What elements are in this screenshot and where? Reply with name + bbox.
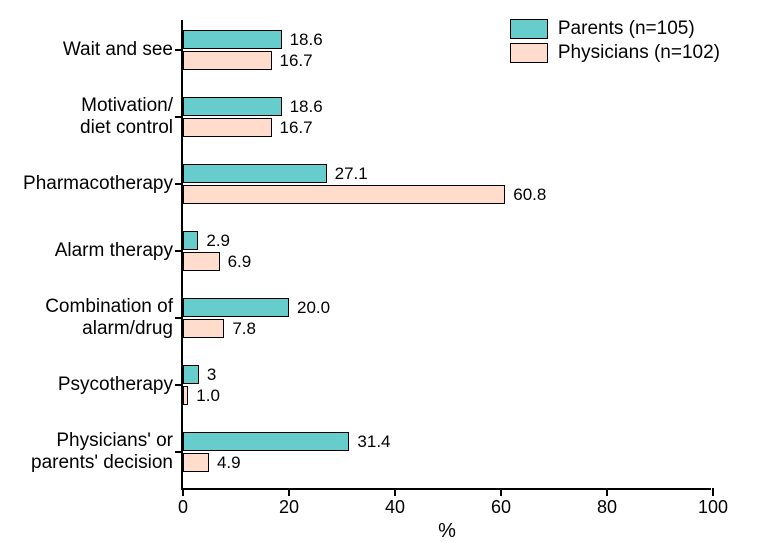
bar-physicians xyxy=(183,51,272,70)
y-tick xyxy=(175,451,183,453)
bar-parents xyxy=(183,298,289,317)
bar-value-label: 27.1 xyxy=(335,164,368,184)
y-tick xyxy=(175,317,183,319)
y-tick xyxy=(175,49,183,51)
category-label: Motivation/diet control xyxy=(3,95,183,139)
bar-physicians xyxy=(183,118,272,137)
bar-parents xyxy=(183,365,199,384)
legend-swatch-physicians xyxy=(510,43,548,63)
legend: Parents (n=105) Physicians (n=102) xyxy=(510,18,720,66)
legend-item-parents: Parents (n=105) xyxy=(510,18,720,40)
bar-value-label: 18.6 xyxy=(290,30,323,50)
bar-value-label: 16.7 xyxy=(280,118,313,138)
bar-value-label: 7.8 xyxy=(232,319,256,339)
x-tick-label: 80 xyxy=(597,497,617,518)
bar-parents xyxy=(183,97,282,116)
x-tick xyxy=(606,488,608,496)
category-label: Alarm therapy xyxy=(3,240,183,262)
bar-physicians xyxy=(183,185,505,204)
y-tick xyxy=(175,116,183,118)
bar-value-label: 18.6 xyxy=(290,97,323,117)
bar-parents xyxy=(183,30,282,49)
bar-physicians xyxy=(183,386,188,405)
x-tick-label: 0 xyxy=(178,497,188,518)
bar-value-label: 3 xyxy=(207,365,216,385)
legend-swatch-parents xyxy=(510,19,548,39)
bar-parents xyxy=(183,164,327,183)
bar-physicians xyxy=(183,453,209,472)
y-tick xyxy=(175,250,183,252)
category-label: Pharmacotherapy xyxy=(3,173,183,195)
bar-value-label: 20.0 xyxy=(297,298,330,318)
category-label: Wait and see xyxy=(3,39,183,61)
legend-item-physicians: Physicians (n=102) xyxy=(510,42,720,64)
category-group: Pharmacotherapy27.160.8 xyxy=(183,164,711,204)
y-tick xyxy=(175,183,183,185)
bar-value-label: 31.4 xyxy=(357,432,390,452)
category-label: Psycotherapy xyxy=(3,374,183,396)
x-tick xyxy=(288,488,290,496)
chart-container: % 020406080100Wait and see18.616.7Motiva… xyxy=(0,0,760,555)
x-tick-label: 40 xyxy=(385,497,405,518)
category-label: Combination ofalarm/drug xyxy=(3,296,183,340)
x-tick-label: 60 xyxy=(491,497,511,518)
bar-value-label: 16.7 xyxy=(280,51,313,71)
bar-physicians xyxy=(183,252,220,271)
bar-parents xyxy=(183,231,198,250)
x-tick xyxy=(712,488,714,496)
legend-label: Physicians (n=102) xyxy=(558,42,720,64)
x-tick xyxy=(500,488,502,496)
x-axis-label: % xyxy=(438,520,456,543)
x-tick-label: 20 xyxy=(279,497,299,518)
x-tick xyxy=(394,488,396,496)
legend-label: Parents (n=105) xyxy=(558,18,695,40)
bar-value-label: 1.0 xyxy=(196,386,220,406)
bar-value-label: 60.8 xyxy=(513,185,546,205)
category-group: Psycotherapy31.0 xyxy=(183,365,711,405)
category-group: Alarm therapy2.96.9 xyxy=(183,231,711,271)
bar-parents xyxy=(183,432,349,451)
category-label: Physicians' orparents' decision xyxy=(3,430,183,474)
category-group: Combination ofalarm/drug20.07.8 xyxy=(183,298,711,338)
category-group: Motivation/diet control18.616.7 xyxy=(183,97,711,137)
x-tick-label: 100 xyxy=(698,497,728,518)
bar-value-label: 6.9 xyxy=(228,252,252,272)
bar-value-label: 2.9 xyxy=(206,231,230,251)
y-tick xyxy=(175,384,183,386)
category-group: Physicians' orparents' decision31.44.9 xyxy=(183,432,711,472)
plot-area: % 020406080100Wait and see18.616.7Motiva… xyxy=(181,20,711,490)
x-tick xyxy=(182,488,184,496)
bar-value-label: 4.9 xyxy=(217,453,241,473)
bar-physicians xyxy=(183,319,224,338)
